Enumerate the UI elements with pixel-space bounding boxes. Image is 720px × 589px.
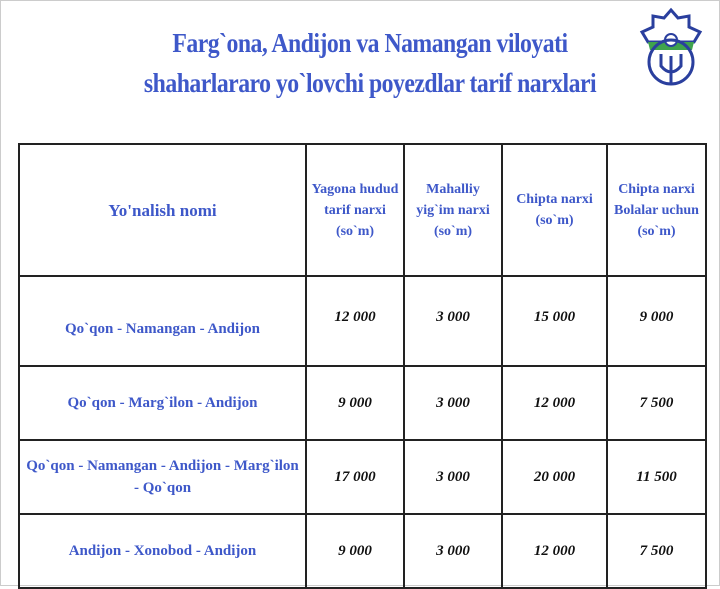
tariff-table: Yo'nalish nomi Yagona hudud tarif narxi … xyxy=(18,143,707,589)
tariff-value: 17 000 xyxy=(305,439,405,515)
railway-logo-icon xyxy=(639,7,703,86)
table-row: Andijon - Xonobod - Andijon 9 000 3 000 … xyxy=(18,513,707,589)
children-value: 7 500 xyxy=(606,513,707,589)
local-fee-value: 3 000 xyxy=(403,513,503,589)
table-row: Qo`qon - Namangan - Andijon - Marg`ilon … xyxy=(18,439,707,515)
tariff-value: 9 000 xyxy=(305,365,405,441)
table-header-row: Yo'nalish nomi Yagona hudud tarif narxi … xyxy=(18,143,707,277)
ticket-value: 12 000 xyxy=(501,513,608,589)
header-ticket-price: Chipta narxi (so`m) xyxy=(501,143,608,277)
local-fee-value: 3 000 xyxy=(403,439,503,515)
header-route-name: Yo'nalish nomi xyxy=(18,143,307,277)
route-name: Qo`qon - Namangan - Andijon xyxy=(18,275,307,367)
header-children-price: Chipta narxi Bolalar uchun (so`m) xyxy=(606,143,707,277)
children-value: 11 500 xyxy=(606,439,707,515)
ticket-value: 15 000 xyxy=(501,275,608,367)
ticket-value: 12 000 xyxy=(501,365,608,441)
title-line-1: Farg`ona, Andijon va Namangan viloyati xyxy=(172,28,568,58)
tariff-value: 9 000 xyxy=(305,513,405,589)
header-unified-tariff: Yagona hudud tarif narxi (so`m) xyxy=(305,143,405,277)
route-name: Qo`qon - Namangan - Andijon - Marg`ilon … xyxy=(18,439,307,515)
table-row: Qo`qon - Namangan - Andijon 12 000 3 000… xyxy=(18,275,707,367)
route-name: Qo`qon - Marg`ilon - Andijon xyxy=(18,365,307,441)
ticket-value: 20 000 xyxy=(501,439,608,515)
header-local-fee: Mahalliy yig`im narxi (so`m) xyxy=(403,143,503,277)
tariff-value: 12 000 xyxy=(305,275,405,367)
children-value: 9 000 xyxy=(606,275,707,367)
local-fee-value: 3 000 xyxy=(403,275,503,367)
table-row: Qo`qon - Marg`ilon - Andijon 9 000 3 000… xyxy=(18,365,707,441)
route-name: Andijon - Xonobod - Andijon xyxy=(18,513,307,589)
children-value: 7 500 xyxy=(606,365,707,441)
title-line-2: shaharlararo yo`lovchi poyezdlar tarif n… xyxy=(143,68,597,98)
local-fee-value: 3 000 xyxy=(403,365,503,441)
